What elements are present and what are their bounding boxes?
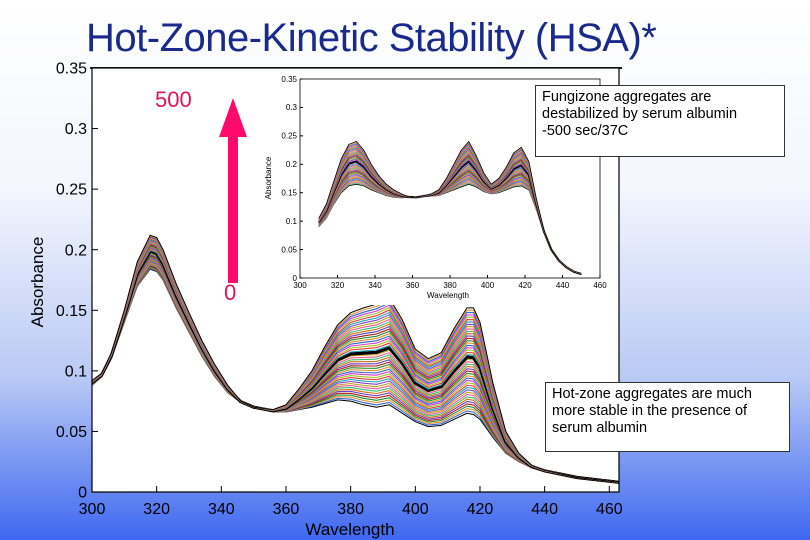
y-tick-label: 0.35 bbox=[281, 75, 297, 84]
x-tick-label: 340 bbox=[368, 281, 382, 290]
y-tick-label: 0.25 bbox=[56, 182, 87, 199]
x-tick-label: 380 bbox=[337, 501, 364, 518]
time-arrow bbox=[219, 98, 247, 283]
y-tick-label: 0.05 bbox=[281, 245, 297, 254]
x-tick-label: 460 bbox=[596, 501, 623, 518]
x-tick-label: 380 bbox=[443, 281, 457, 290]
x-tick-label: 340 bbox=[208, 501, 235, 518]
inset-y-axis-label: Absorbance bbox=[264, 156, 273, 199]
spectrum-trace bbox=[91, 234, 620, 483]
time-label-min: 0 bbox=[224, 280, 237, 305]
x-tick-label: 320 bbox=[331, 281, 345, 290]
x-tick-label: 400 bbox=[402, 501, 429, 518]
x-tick-label: 360 bbox=[273, 501, 300, 518]
spectrum-trace bbox=[318, 140, 582, 275]
fungizone-note: Fungizone aggregates are destabilized by… bbox=[535, 85, 785, 157]
x-tick-label: 300 bbox=[79, 501, 106, 518]
y-tick-label: 0.25 bbox=[281, 132, 297, 141]
x-tick-label: 420 bbox=[467, 501, 494, 518]
x-tick-label: 440 bbox=[531, 501, 558, 518]
y-tick-label: 0.05 bbox=[56, 424, 87, 441]
x-tick-label: 300 bbox=[293, 281, 307, 290]
y-tick-label: 0.15 bbox=[56, 303, 87, 320]
time-arrow-shape bbox=[219, 98, 247, 283]
y-tick-label: 0.1 bbox=[65, 363, 87, 380]
x-tick-label: 320 bbox=[143, 501, 170, 518]
hot-zone-note: Hot-zone aggregates are much more stable… bbox=[545, 382, 790, 452]
y-tick-label: 0.2 bbox=[286, 160, 298, 169]
slide-title: Hot-Zone-Kinetic Stability (HSA)* bbox=[86, 16, 657, 60]
main-axes: 300 320 340 360 380 400 420 440 46000.050.10.150… bbox=[56, 61, 623, 518]
main-y-axis-label: Absorbance bbox=[28, 237, 47, 328]
inset-x-axis-label: Wavelength bbox=[427, 291, 469, 300]
y-tick-label: 0.35 bbox=[56, 61, 87, 78]
y-tick-label: 0.1 bbox=[286, 217, 298, 226]
inset-traces bbox=[317, 140, 582, 276]
y-tick-label: 0.3 bbox=[286, 103, 298, 112]
y-tick-label: 0.3 bbox=[65, 121, 87, 138]
plot-frame bbox=[91, 67, 620, 493]
y-tick-label: 0 bbox=[78, 485, 87, 502]
y-tick-label: 0.2 bbox=[65, 242, 87, 259]
inset-axes: 300 320 340 360 380 400 420 440 460 0 0.05 0.1 0.15 0… bbox=[281, 75, 607, 290]
y-tick-label: 0.15 bbox=[281, 189, 297, 198]
x-tick-label: 400 bbox=[481, 281, 495, 290]
main-traces bbox=[90, 234, 620, 484]
x-tick-label: 420 bbox=[518, 281, 532, 290]
x-tick-label: 440 bbox=[556, 281, 570, 290]
main-x-axis-label: Wavelength bbox=[305, 520, 394, 539]
x-tick-label: 360 bbox=[406, 281, 420, 290]
x-tick-label: 460 bbox=[593, 281, 607, 290]
y-tick-label: 0 bbox=[293, 274, 298, 283]
time-label-max: 500 bbox=[155, 87, 192, 112]
